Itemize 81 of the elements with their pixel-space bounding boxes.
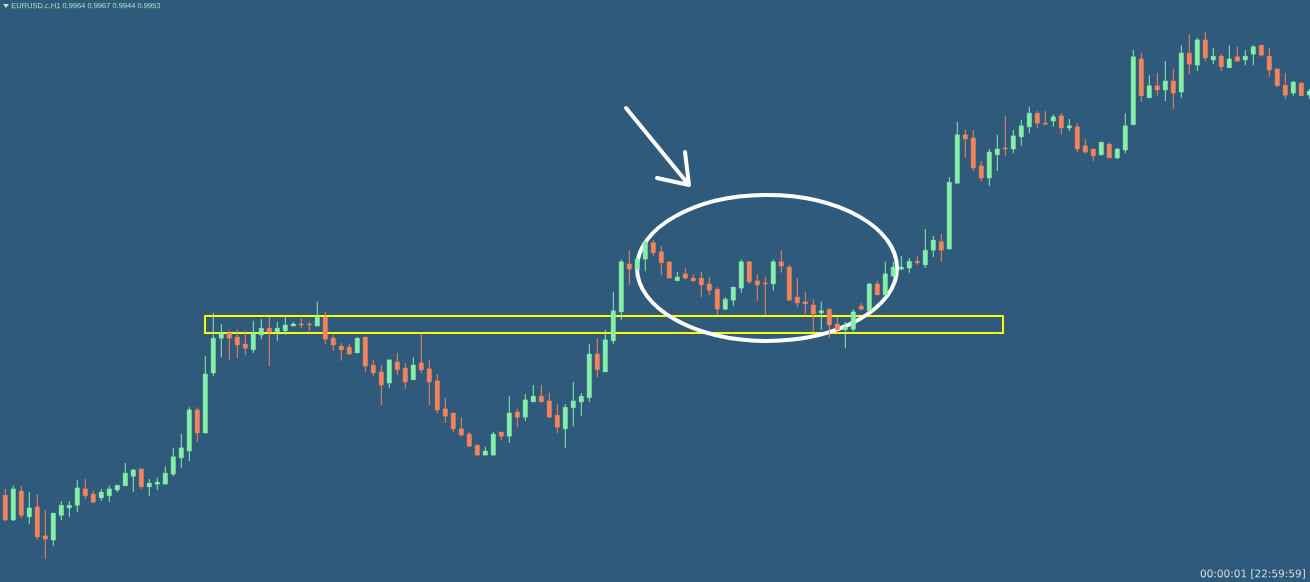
candlestick: [730, 286, 736, 307]
candlestick: [938, 233, 944, 263]
candlestick: [514, 408, 520, 428]
candlestick: [826, 307, 832, 339]
candlestick: [578, 392, 584, 417]
text: 00:00:01 [22:59:59]: [1200, 569, 1305, 579]
candlestick: [218, 323, 224, 358]
candlestick: [930, 235, 936, 258]
candlestick: [1002, 115, 1008, 157]
candlestick: [562, 403, 568, 449]
candlestick: [770, 258, 776, 292]
candlestick: [922, 228, 928, 269]
candlestick: [1162, 60, 1168, 102]
candlestick: [1074, 122, 1080, 153]
candlestick: [1226, 44, 1232, 69]
candlestick: [386, 359, 392, 389]
candlestick: [322, 311, 328, 345]
candlestick: [554, 403, 560, 434]
candlestick: [490, 431, 496, 456]
candlestick: [778, 249, 784, 274]
candlestick: [1266, 47, 1272, 78]
candlestick: [802, 291, 808, 315]
candlestick: [1026, 106, 1032, 134]
candlestick: [1202, 31, 1208, 62]
candlestick: [962, 129, 968, 159]
candlestick: [746, 260, 752, 285]
candlestick: [122, 462, 128, 487]
candlestick: [642, 239, 648, 272]
candlestick: [42, 509, 48, 560]
candlestick: [882, 261, 888, 296]
candlestick: [234, 329, 240, 359]
candlestick: [442, 397, 448, 424]
candlestick: [978, 160, 984, 182]
candlestick: [570, 381, 576, 427]
candlestick: [506, 395, 512, 444]
candlestick: [658, 245, 664, 276]
candlestick: [74, 479, 80, 513]
candlestick: [410, 356, 416, 381]
candlestick: [818, 301, 824, 331]
candlestick: [842, 321, 848, 349]
candlestick: [226, 330, 232, 361]
candlestick: [258, 318, 264, 340]
candlestick: [242, 330, 248, 356]
candlestick: [418, 333, 424, 374]
candlestick: [266, 316, 272, 367]
candlestick: [250, 320, 256, 354]
candlestick: [1018, 119, 1024, 147]
candlestick: [450, 412, 456, 433]
candlestick: [1154, 72, 1160, 97]
candlestick: [754, 273, 760, 302]
candlestick: [1170, 68, 1176, 110]
candlestick: [394, 352, 400, 376]
candlestick: [274, 321, 280, 342]
candlestick: [26, 491, 32, 525]
candlestick: [762, 276, 768, 316]
candlestick: [194, 406, 200, 443]
candlestick: [378, 364, 384, 406]
candlestick: [1250, 44, 1256, 66]
candlestick: [82, 478, 88, 500]
candlestick: [594, 337, 600, 378]
candlestick: [58, 500, 64, 521]
candlestick: [626, 249, 632, 286]
candlestick: [522, 393, 528, 422]
candlestick: [170, 447, 176, 477]
candlestick: [1186, 33, 1192, 75]
candlestick: [1010, 129, 1016, 154]
candlestick: [426, 359, 432, 406]
candlestick: [698, 271, 704, 298]
candlestick: [810, 298, 816, 333]
candlestick: [1146, 74, 1152, 99]
candlestick: [1282, 72, 1288, 100]
candlestick: [994, 134, 1000, 172]
candlestick: [138, 468, 144, 490]
candlestick: [850, 308, 856, 333]
candlestick: [546, 392, 552, 418]
candlestick: [794, 277, 800, 308]
candlestick: [714, 286, 720, 316]
candlestick: [1058, 112, 1064, 135]
candlestick: [178, 433, 184, 469]
candlestick: [314, 301, 320, 327]
candlestick: [402, 362, 408, 390]
